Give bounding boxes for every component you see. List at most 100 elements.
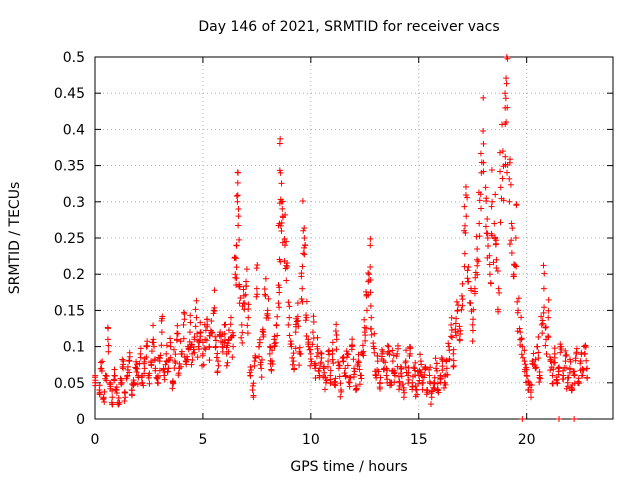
data-point — [164, 368, 171, 375]
data-point — [113, 390, 120, 397]
data-point — [233, 242, 240, 249]
data-point — [184, 356, 191, 363]
data-point — [477, 150, 484, 157]
data-point — [359, 342, 366, 349]
data-point — [303, 298, 310, 305]
data-point — [482, 223, 489, 230]
data-point — [264, 310, 271, 317]
data-point — [213, 337, 220, 344]
data-point — [225, 327, 232, 334]
data-point — [461, 203, 468, 210]
data-point — [555, 368, 562, 375]
data-point — [367, 263, 374, 270]
data-point — [295, 323, 302, 330]
data-point — [158, 329, 165, 336]
data-point — [443, 357, 450, 364]
data-point — [433, 367, 440, 374]
data-point — [317, 350, 324, 357]
data-point — [325, 348, 332, 355]
data-point — [389, 358, 396, 365]
data-point — [206, 344, 213, 351]
data-point — [584, 375, 591, 382]
data-point — [335, 362, 342, 369]
data-point — [154, 375, 161, 382]
data-point — [538, 313, 545, 320]
x-tick-label: 5 — [198, 432, 207, 448]
data-point — [149, 339, 156, 346]
data-point — [489, 198, 496, 205]
data-point — [130, 382, 137, 389]
x-axis-label: GPS time / hours — [290, 459, 407, 475]
data-point — [496, 289, 503, 296]
data-point — [362, 337, 369, 344]
data-point — [540, 285, 547, 292]
data-point — [428, 388, 435, 395]
data-point — [331, 378, 338, 385]
data-point — [345, 351, 352, 358]
data-point — [469, 327, 476, 334]
data-point — [191, 349, 198, 356]
data-point — [371, 330, 378, 337]
data-point — [518, 335, 525, 342]
data-point — [257, 359, 264, 366]
data-point — [448, 321, 455, 328]
data-point — [121, 397, 128, 404]
y-tick-label: 0.1 — [63, 340, 85, 356]
data-point — [578, 349, 585, 356]
data-point — [229, 332, 236, 339]
data-point — [180, 321, 187, 328]
data-point — [570, 368, 577, 375]
data-point — [309, 329, 316, 336]
data-point — [519, 416, 526, 422]
data-point — [488, 167, 495, 174]
data-point — [571, 371, 578, 378]
data-point — [464, 194, 471, 201]
data-point — [336, 373, 343, 380]
data-point — [296, 344, 303, 351]
data-point — [450, 357, 457, 364]
data-point — [541, 304, 548, 311]
data-point — [563, 385, 570, 392]
data-point — [374, 352, 381, 359]
data-point — [134, 381, 141, 388]
data-point — [513, 202, 520, 209]
data-point — [474, 262, 481, 269]
data-point — [391, 379, 398, 386]
data-point — [491, 220, 498, 227]
data-point — [530, 350, 537, 357]
data-point — [480, 168, 487, 175]
y-tick-label: 0.05 — [54, 376, 85, 392]
data-point — [322, 374, 329, 381]
data-point — [335, 359, 342, 366]
data-point — [177, 338, 184, 345]
data-point — [504, 169, 511, 176]
data-point — [536, 379, 543, 386]
data-point — [573, 345, 580, 352]
data-point — [564, 374, 571, 381]
data-point — [485, 242, 492, 249]
data-point — [245, 305, 252, 312]
data-point — [172, 359, 179, 366]
data-point — [216, 332, 223, 339]
data-point — [275, 300, 282, 307]
data-point — [146, 380, 153, 387]
data-point — [431, 385, 438, 392]
data-point — [212, 333, 219, 340]
data-point — [303, 312, 310, 319]
data-point — [221, 330, 228, 337]
data-point — [533, 364, 540, 371]
data-point — [367, 235, 374, 242]
data-point — [213, 354, 220, 361]
data-point — [238, 334, 245, 341]
data-point — [118, 379, 125, 386]
y-tick-label: 0.4 — [63, 122, 85, 138]
data-point — [412, 359, 419, 366]
data-point — [112, 372, 119, 379]
data-point — [327, 367, 334, 374]
data-point — [133, 358, 140, 365]
data-point — [312, 375, 319, 382]
data-point — [450, 363, 457, 370]
data-point — [554, 380, 561, 387]
data-point — [562, 347, 569, 354]
